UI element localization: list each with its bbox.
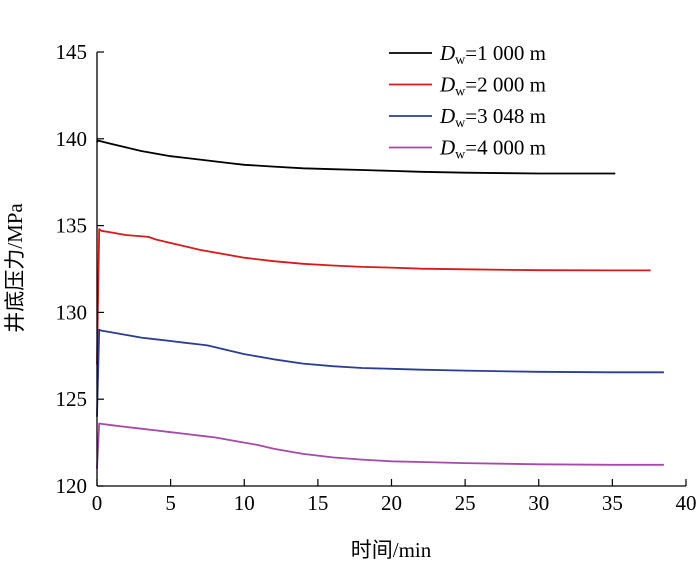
y-tick-label: 125 <box>56 387 88 411</box>
series-line-4 <box>96 422 664 469</box>
x-tick-label: 20 <box>381 491 402 515</box>
legend-label-4: Dw=4 000 m <box>439 136 546 163</box>
plot-lines <box>96 139 664 469</box>
x-tick-label: 30 <box>528 491 549 515</box>
y-tick-label: 140 <box>56 127 88 151</box>
x-axis-title: 时间/min <box>351 538 432 562</box>
y-tick-label: 135 <box>56 214 88 238</box>
x-tick-label: 10 <box>234 491 255 515</box>
series-line-3 <box>96 328 664 417</box>
legend-label-3: Dw=3 048 m <box>439 104 546 131</box>
ticks: 0 5 10 15 20 25 30 35 40 120 125 130 135 140 145 <box>56 40 697 515</box>
x-tick-label: 25 <box>455 491 476 515</box>
y-tick-label: 120 <box>56 474 88 498</box>
y-axis-title: 井底压力/MPa <box>3 203 27 333</box>
x-tick-label: 35 <box>602 491 623 515</box>
legend-label-2: Dw=2 000 m <box>439 73 546 100</box>
legend: Dw=1 000 m Dw=2 000 m Dw=3 048 m Dw=4 000 m <box>389 41 546 163</box>
series-line-2 <box>96 228 651 365</box>
x-tick-label: 40 <box>676 491 697 515</box>
y-tick-label: 145 <box>56 40 88 64</box>
x-tick-label: 5 <box>165 491 176 515</box>
y-tick-label: 130 <box>56 300 88 324</box>
x-tick-label: 0 <box>92 491 103 515</box>
x-tick-label: 15 <box>307 491 328 515</box>
axes <box>96 52 686 487</box>
legend-label-1: Dw=1 000 m <box>439 41 546 68</box>
series-line-1 <box>96 139 616 175</box>
